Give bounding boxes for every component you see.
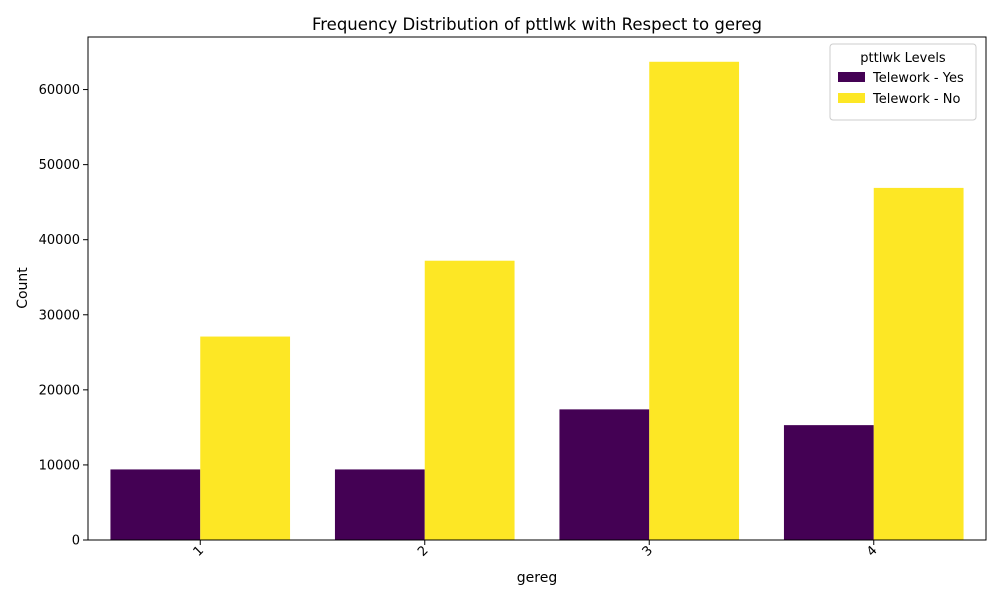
- legend-label: Telework - Yes: [872, 71, 964, 86]
- x-axis-label: gereg: [517, 570, 557, 586]
- legend-label: Telework - No: [872, 92, 960, 107]
- bar-yes-2: [334, 469, 425, 540]
- plot-area: [87, 36, 987, 541]
- bar-no-4: [873, 187, 964, 540]
- legend-title: pttlwk Levels: [860, 51, 946, 66]
- y-tick-label: 30000: [39, 308, 80, 323]
- chart-title: Frequency Distribution of pttlwk with Re…: [312, 15, 762, 34]
- y-tick-label: 10000: [39, 458, 80, 473]
- y-tick-label: 0: [72, 534, 80, 549]
- plot-frame: [87, 36, 987, 541]
- x-axis: 1 2 3 4: [191, 540, 881, 560]
- x-tick-label: 4: [864, 543, 880, 559]
- y-tick-label: 50000: [39, 158, 80, 173]
- legend-swatch: [838, 93, 865, 103]
- y-tick-label: 40000: [39, 233, 80, 248]
- y-axis: 0 10000 20000 30000 40000 50000 60000: [39, 83, 88, 549]
- y-tick-label: 60000: [39, 83, 80, 98]
- bar-yes-3: [559, 409, 650, 540]
- x-tick-label: 1: [191, 543, 207, 559]
- x-tick-label: 2: [415, 543, 431, 559]
- x-tick-label: 3: [640, 543, 656, 559]
- bar-yes-1: [110, 469, 201, 540]
- legend: pttlwk Levels Telework - Yes Telework - No: [829, 43, 977, 121]
- bar-no-2: [424, 260, 515, 540]
- bar-no-1: [200, 336, 291, 540]
- legend-swatch: [838, 72, 865, 82]
- bar-no-3: [649, 61, 740, 540]
- y-tick-label: 20000: [39, 383, 80, 398]
- legend-frame: [829, 43, 977, 121]
- y-axis-label: Count: [15, 267, 31, 309]
- bar-yes-4: [783, 425, 874, 540]
